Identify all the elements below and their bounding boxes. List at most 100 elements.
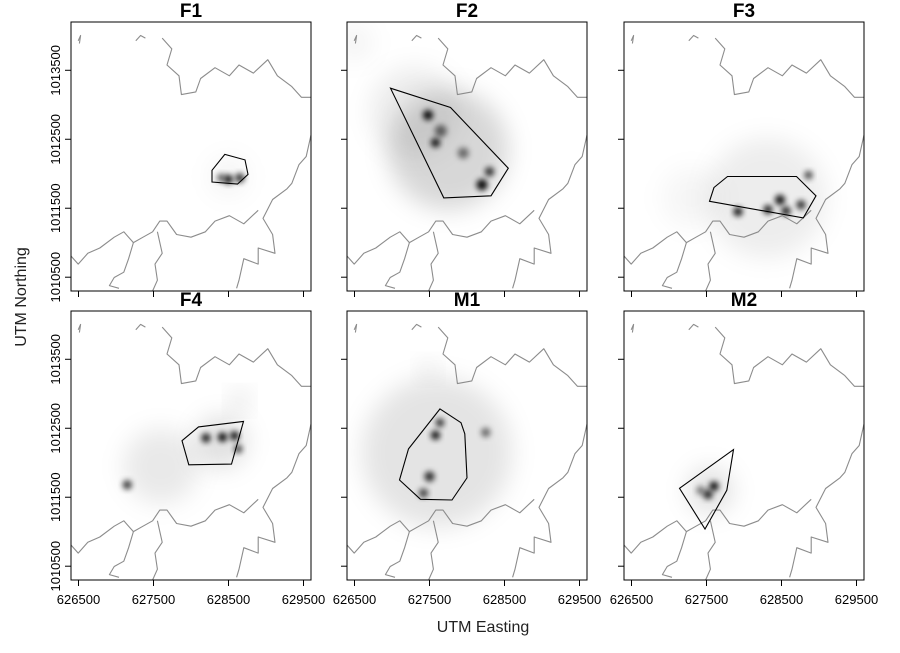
coastline-segment [437,326,587,387]
coastline-segment [71,498,259,554]
density-surface [662,137,827,258]
coastline-segment [714,37,864,98]
island [353,323,358,333]
coastline [624,323,864,580]
coastline-segment [236,134,311,289]
coastline-segment [384,531,410,578]
panel-m2: M2 626500 627500 628500 629500 [610,290,878,607]
density-hotspot [430,430,441,440]
coastline-segment [512,134,587,289]
coastline-segment [236,423,311,578]
density-halo [706,137,827,258]
home-range-polygon [678,448,735,531]
x-tick-label: 628500 [483,592,526,607]
island [688,323,699,331]
x-tick-label: 626500 [57,592,100,607]
panel-f1: F1 1010500 1011500 1012500 1013500 [48,1,312,303]
x-tick-label: 629500 [282,592,325,607]
y-tick-label: 1011500 [48,472,63,522]
coastline-segment [384,242,410,289]
y-tick-label: 1013500 [48,334,63,385]
panel-m1: M1 626500 627500 628500 629500 [333,290,601,607]
x-axis-title: UTM Easting [437,619,529,636]
y-axis-title: UTM Northing [13,247,30,347]
density-hotspot [422,109,434,121]
home-range-polygon [708,175,817,219]
density-surface [362,360,512,528]
density-hotspot [484,166,495,177]
density-halo [369,66,460,157]
coastline-segment [428,231,439,291]
density-hotspot [457,147,469,159]
home-range-polygon [181,420,245,466]
density-hotspot [804,170,813,180]
coastline-segment [152,520,163,580]
coastline-segment [661,242,687,289]
island [630,34,635,44]
panel-title: F4 [180,290,203,311]
density-hotspot [696,486,705,495]
density-halo [347,23,374,62]
density-hotspot [774,194,786,206]
coastline-segment [661,531,687,578]
density-halo [123,428,199,504]
density-hotspot [223,174,234,184]
coastline-segment [347,209,535,265]
coastline-segment [71,209,259,265]
panel-f3: F3 [618,1,865,297]
coastline-segment [714,326,864,387]
island [411,323,422,331]
island [135,323,146,331]
island [688,34,699,42]
panel-frame [346,21,588,292]
x-tick-label: 626500 [610,592,653,607]
coastline-segment [161,326,311,387]
coastline-segment [161,37,311,98]
panel-title: M1 [454,290,481,311]
home-range-polygon [389,87,509,199]
coastline [347,323,587,580]
x-tick-label: 627500 [685,592,728,607]
coastline-segment [789,134,864,289]
panel-frame [70,21,312,292]
coastline-segment [512,423,587,578]
density-halo [230,391,249,410]
density-hotspot [709,481,719,491]
density-hotspot [201,433,211,443]
x-tick-label: 629500 [835,592,878,607]
coastline-segment [347,498,535,554]
y-tick-label: 1012500 [48,403,63,454]
density-hotspot [122,480,132,490]
density-hotspot [424,471,435,482]
y-tick-label: 1012500 [48,114,63,165]
panel-title: M2 [731,290,757,311]
panel-frame [70,310,312,581]
coastline-segment [428,520,439,580]
density-hotspot [216,173,226,183]
density-halo [662,168,722,228]
home-range-polygon [398,408,468,501]
coastline-segment [624,209,812,265]
density-hotspot [430,138,441,148]
coastline [71,323,311,580]
density-surface [209,157,248,197]
x-tick-label: 628500 [207,592,250,607]
y-tick-label: 1010500 [48,541,63,592]
y-tick-label: 1013500 [48,45,63,96]
density-surface [687,467,733,513]
y-tick-label: 1011500 [48,183,63,233]
density-surface [122,391,249,504]
coastline-segment [108,242,134,289]
home-range-polygon [211,153,249,185]
density-halo [687,467,733,513]
panel-f4: F4 626500 627500 628500 629500 1010500 1011500… [48,290,325,607]
panel-grid: F1 1010500 1011500 1012500 1013500 F2 F3 F4 6265… [48,1,878,607]
panel-title: F2 [456,1,478,22]
coastline-segment [705,520,716,580]
coastline-segment [705,231,716,291]
island [77,34,82,44]
coastline-segment [437,37,587,98]
island [77,323,82,333]
panel-title: F3 [733,1,755,22]
